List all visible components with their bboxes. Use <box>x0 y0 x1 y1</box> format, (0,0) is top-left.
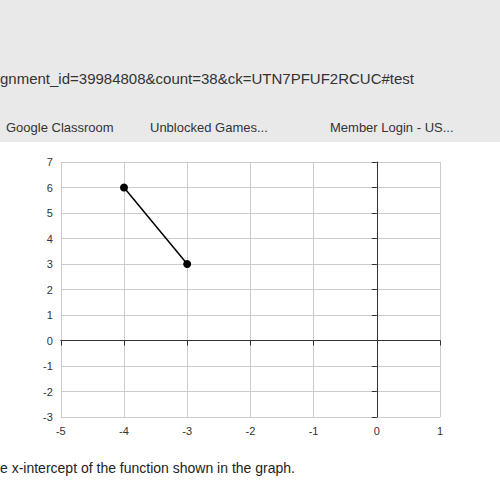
svg-text:2: 2 <box>47 284 53 296</box>
html-text:gnment_id=39984808&count=38&ck: gnment_id=39984808&count=38&ck=UTN7PFUF2… <box>0 70 414 87</box>
svg-text:5: 5 <box>47 207 53 219</box>
html-text:e x-intercept of the function: e x-intercept of the function shown in t… <box>0 460 295 476</box>
svg-text:-4: -4 <box>119 425 129 437</box>
svg-text:3: 3 <box>47 258 53 270</box>
svg-text:7: 7 <box>47 156 53 168</box>
html-text:Unblocked Games...: Unblocked Games... <box>150 120 268 135</box>
svg-text:-3: -3 <box>182 425 192 437</box>
svg-text:6: 6 <box>47 182 53 194</box>
html-text:Member Login - US...: Member Login - US... <box>330 120 454 135</box>
svg-text:0: 0 <box>47 335 53 347</box>
svg-text:4: 4 <box>47 233 53 245</box>
svg-text:1: 1 <box>437 425 443 437</box>
svg-text:-1: -1 <box>43 360 53 372</box>
svg-text:1: 1 <box>47 309 53 321</box>
svg-text:0: 0 <box>374 425 380 437</box>
svg-text:-3: -3 <box>43 411 53 423</box>
svg-text:-1: -1 <box>309 425 319 437</box>
svg-text:-2: -2 <box>43 386 53 398</box>
svg-text:-5: -5 <box>56 425 66 437</box>
html-text:Google Classroom: Google Classroom <box>6 120 114 135</box>
svg-text:-2: -2 <box>245 425 255 437</box>
